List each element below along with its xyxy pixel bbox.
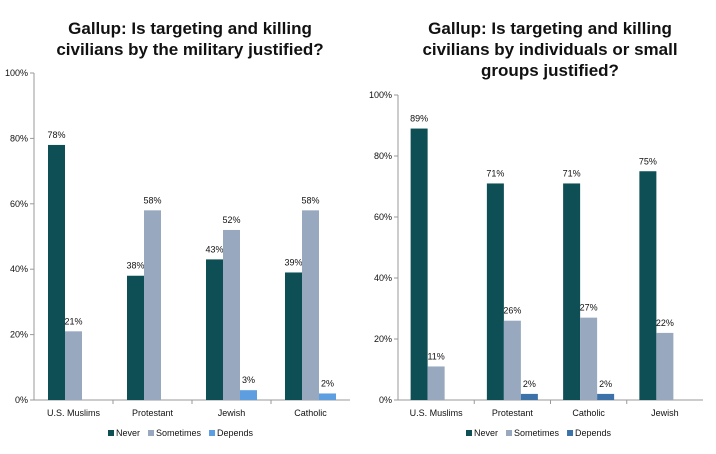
left-bar-sometimes xyxy=(65,331,82,400)
left-bar-never xyxy=(127,275,144,400)
right-bar-sometimes xyxy=(503,320,521,400)
left-x-tick-label: Jewish xyxy=(218,408,246,418)
left-data-label: 3% xyxy=(242,375,255,385)
right-bar-depends xyxy=(520,393,538,400)
left-y-tick-label: 20% xyxy=(10,330,28,340)
left-y-tick-label: 0% xyxy=(15,395,28,405)
left-y-tick-label: 60% xyxy=(10,199,28,209)
right-y-tick-label: 0% xyxy=(379,395,392,405)
left-bar-sometimes xyxy=(302,210,319,400)
left-bar-never xyxy=(285,272,302,400)
left-legend-label-never: Never xyxy=(116,428,140,438)
right-bar-never xyxy=(639,171,657,400)
right-data-label: 2% xyxy=(523,379,536,389)
right-data-label: 27% xyxy=(580,303,598,313)
left-y-tick-label: 40% xyxy=(10,264,28,274)
left-bar-depends xyxy=(319,393,336,400)
chart-title-right: Gallup: Is targeting and killing civilia… xyxy=(422,19,678,80)
left-y-tick-label: 100% xyxy=(5,68,28,78)
right-data-label: 71% xyxy=(486,168,504,178)
left-data-label: 43% xyxy=(205,244,223,254)
left-data-label: 58% xyxy=(301,195,319,205)
left-bar-never xyxy=(206,259,223,400)
right-bar-sometimes xyxy=(427,366,445,400)
right-y-tick-label: 20% xyxy=(374,334,392,344)
left-legend-label-sometimes: Sometimes xyxy=(156,428,202,438)
right-x-tick-label: Jewish xyxy=(651,408,679,418)
right-x-tick-label: Protestant xyxy=(492,408,534,418)
right-data-label: 71% xyxy=(563,168,581,178)
left-legend-swatch-sometimes xyxy=(148,430,155,436)
right-bar-never xyxy=(563,183,581,400)
left-legend-label-depends: Depends xyxy=(217,428,254,438)
left-x-tick-label: U.S. Muslims xyxy=(47,408,101,418)
right-bar-sometimes xyxy=(656,332,674,400)
right-data-label: 75% xyxy=(639,156,657,166)
right-bar-sometimes xyxy=(580,317,598,400)
left-legend-swatch-depends xyxy=(209,430,216,436)
right-bar-never xyxy=(410,128,428,401)
left-data-label: 58% xyxy=(143,195,161,205)
right-data-label: 26% xyxy=(503,306,521,316)
left-x-tick-label: Catholic xyxy=(294,408,327,418)
right-y-tick-label: 80% xyxy=(374,151,392,161)
left-data-label: 21% xyxy=(64,316,82,326)
left-data-label: 52% xyxy=(222,215,240,225)
right-bar-depends xyxy=(597,393,615,400)
right-x-tick-label: Catholic xyxy=(572,408,605,418)
left-bar-sometimes xyxy=(223,229,240,400)
right-x-tick-label: U.S. Muslims xyxy=(410,408,464,418)
left-data-label: 38% xyxy=(126,261,144,271)
right-data-label: 89% xyxy=(410,114,428,124)
left-bar-never xyxy=(48,144,65,400)
left-bar-sometimes xyxy=(144,210,161,400)
right-y-tick-label: 60% xyxy=(374,212,392,222)
left-bar-depends xyxy=(240,390,257,400)
left-data-label: 78% xyxy=(47,130,65,140)
right-legend-label-never: Never xyxy=(474,428,498,438)
right-y-tick-label: 100% xyxy=(369,90,392,100)
left-data-label: 39% xyxy=(284,257,302,267)
right-y-tick-label: 40% xyxy=(374,273,392,283)
right-data-label: 11% xyxy=(427,351,444,361)
right-legend-swatch-depends xyxy=(567,430,574,436)
right-legend-swatch-never xyxy=(466,430,472,436)
chart-title-left: Gallup: Is targeting and killing civilia… xyxy=(56,19,324,59)
left-x-tick-label: Protestant xyxy=(132,408,174,418)
left-y-tick-label: 80% xyxy=(10,133,28,143)
right-legend-label-sometimes: Sometimes xyxy=(514,428,560,438)
right-data-label: 22% xyxy=(656,318,674,328)
right-data-label: 2% xyxy=(599,379,612,389)
right-legend-label-depends: Depends xyxy=(575,428,612,438)
right-bar-never xyxy=(486,183,504,400)
left-data-label: 2% xyxy=(321,378,334,388)
right-legend-swatch-sometimes xyxy=(506,430,513,436)
left-legend-swatch-never xyxy=(108,430,114,436)
